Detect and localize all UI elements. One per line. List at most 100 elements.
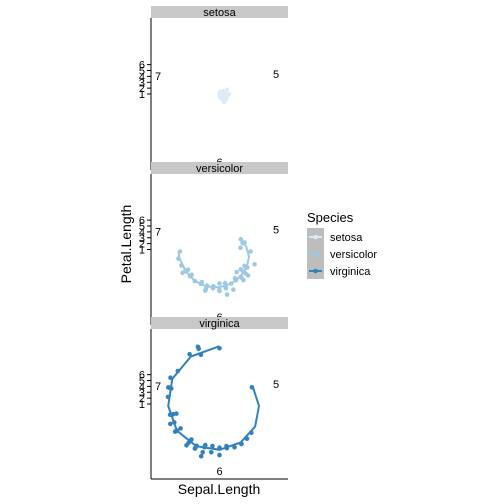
data-point-versicolor xyxy=(242,263,247,269)
data-point-setosa xyxy=(224,87,230,93)
data-point-versicolor xyxy=(232,276,238,281)
data-point-virginica xyxy=(210,443,215,449)
data-point-virginica xyxy=(198,453,204,459)
facet-panel-versicolor: versicolor123456567 xyxy=(139,162,288,325)
facet-panel-setosa: setosa123456567 xyxy=(139,6,288,170)
data-point-virginica xyxy=(239,441,244,447)
data-point-virginica xyxy=(249,385,255,390)
theta-tick-label: 5 xyxy=(273,225,279,237)
data-point-virginica xyxy=(178,426,183,431)
r-tick-label: 4 xyxy=(139,227,145,239)
data-point-versicolor xyxy=(238,274,244,280)
facet-strip-label: versicolor xyxy=(196,163,243,175)
data-point-virginica xyxy=(172,420,177,425)
data-point-versicolor xyxy=(238,267,244,272)
data-point-virginica xyxy=(217,452,222,458)
data-point-virginica xyxy=(217,346,222,351)
data-point-versicolor xyxy=(179,263,184,268)
data-point-virginica xyxy=(249,430,254,436)
facet-strip xyxy=(151,317,288,329)
data-point-versicolor xyxy=(231,287,236,292)
data-point-setosa xyxy=(218,95,223,101)
r-tick-label: 4 xyxy=(139,381,145,393)
data-point-versicolor xyxy=(240,240,245,246)
data-point-versicolor xyxy=(199,279,205,285)
data-point-virginica xyxy=(187,351,192,357)
facet-strip xyxy=(151,6,288,18)
data-point-versicolor xyxy=(224,292,230,297)
legend-label-setosa: setosa xyxy=(330,232,363,244)
facet-strip-label: virginica xyxy=(199,318,240,330)
data-point-versicolor xyxy=(228,281,234,286)
data-point-virginica xyxy=(224,445,230,451)
legend-label-versicolor: versicolor xyxy=(330,249,377,261)
data-point-setosa xyxy=(226,92,232,97)
data-point-virginica xyxy=(200,449,205,455)
data-point-virginica xyxy=(232,444,237,450)
data-point-virginica xyxy=(168,421,173,427)
data-point-versicolor xyxy=(217,281,222,286)
theta-tick-label: 7 xyxy=(155,227,161,239)
r-tick-label: 2 xyxy=(139,393,145,405)
data-point-versicolor xyxy=(252,262,257,267)
data-point-virginica xyxy=(174,411,179,416)
r-tick-label: 5 xyxy=(139,66,145,78)
data-point-virginica xyxy=(165,394,171,400)
data-point-versicolor xyxy=(189,272,194,278)
facet-panels: setosa123456567versicolor123456567virgin… xyxy=(139,6,288,480)
r-tick-label: 3 xyxy=(139,77,145,89)
r-tick-label: 6 xyxy=(139,215,145,227)
legend-title: Species xyxy=(307,210,354,225)
r-tick-label: 1 xyxy=(139,89,145,101)
facet-strip-label: setosa xyxy=(203,7,236,19)
data-point-versicolor xyxy=(222,280,228,286)
data-point-versicolor xyxy=(223,285,229,290)
data-point-virginica xyxy=(202,443,208,449)
r-tick-label: 2 xyxy=(139,83,145,95)
facet-strip xyxy=(151,162,288,174)
data-point-versicolor xyxy=(243,271,248,276)
x-axis-title: Sepal.Length xyxy=(178,481,261,497)
legend-label-virginica: virginica xyxy=(330,266,371,278)
r-tick-label: 3 xyxy=(139,233,145,245)
data-point-virginica xyxy=(175,368,181,374)
data-point-versicolor xyxy=(234,269,239,275)
data-point-virginica xyxy=(194,443,199,449)
data-point-virginica xyxy=(167,385,172,391)
theta-tick-label: 7 xyxy=(155,381,161,393)
data-point-versicolor xyxy=(238,236,244,242)
theta-tick-label: 6 xyxy=(216,466,222,478)
data-point-virginica xyxy=(217,445,222,451)
r-tick-label: 3 xyxy=(139,387,145,399)
data-point-versicolor xyxy=(176,256,181,262)
y-axis-title: Petal.Length xyxy=(118,205,134,284)
legend-key-point-virginica xyxy=(313,268,318,274)
r-tick-label: 5 xyxy=(139,376,145,388)
data-point-virginica xyxy=(188,438,193,443)
legend-key-point-setosa xyxy=(313,234,318,240)
legend-key-point-versicolor xyxy=(313,251,318,257)
data-point-versicolor xyxy=(217,287,222,293)
smooth-line-virginica xyxy=(167,345,261,451)
legend: Species setosa versicolor virginica xyxy=(307,210,377,279)
data-point-versicolor xyxy=(238,245,243,251)
r-tick-label: 2 xyxy=(139,239,145,251)
smooth-line-versicolor xyxy=(177,238,251,289)
data-point-virginica xyxy=(174,428,180,433)
data-point-versicolor xyxy=(204,283,210,288)
data-point-versicolor xyxy=(185,267,191,273)
r-tick-label: 1 xyxy=(139,399,145,411)
r-tick-label: 6 xyxy=(139,60,145,72)
data-point-versicolor xyxy=(177,249,183,254)
r-tick-label: 4 xyxy=(139,71,145,83)
data-point-virginica xyxy=(168,375,173,381)
theta-tick-label: 5 xyxy=(273,379,279,391)
theta-tick-label: 7 xyxy=(155,71,161,83)
data-point-virginica xyxy=(195,344,201,350)
data-point-virginica xyxy=(244,436,250,442)
r-tick-label: 1 xyxy=(139,245,145,257)
theta-tick-label: 5 xyxy=(273,69,279,81)
data-point-virginica xyxy=(198,352,204,358)
